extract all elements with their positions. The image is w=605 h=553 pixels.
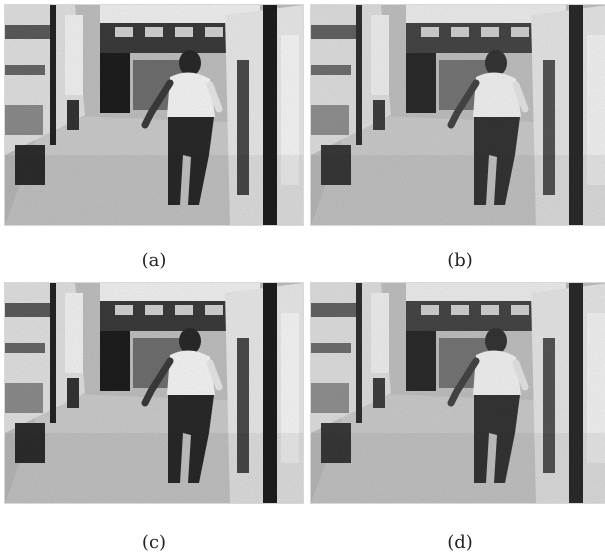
hallway-photo-c bbox=[5, 283, 303, 503]
caption-a: (a) bbox=[141, 250, 167, 271]
caption-c: (c) bbox=[141, 532, 167, 553]
hallway-photo-a bbox=[5, 5, 303, 225]
caption-d: (d) bbox=[447, 532, 473, 553]
hallway-photo-d bbox=[311, 283, 605, 503]
hallway-photo-b bbox=[311, 5, 605, 225]
photo-frame-d bbox=[310, 282, 605, 504]
caption-b: (b) bbox=[447, 250, 473, 271]
photo-frame-b bbox=[310, 4, 605, 226]
photo-frame-c bbox=[4, 282, 304, 504]
photo-frame-a bbox=[4, 4, 304, 226]
